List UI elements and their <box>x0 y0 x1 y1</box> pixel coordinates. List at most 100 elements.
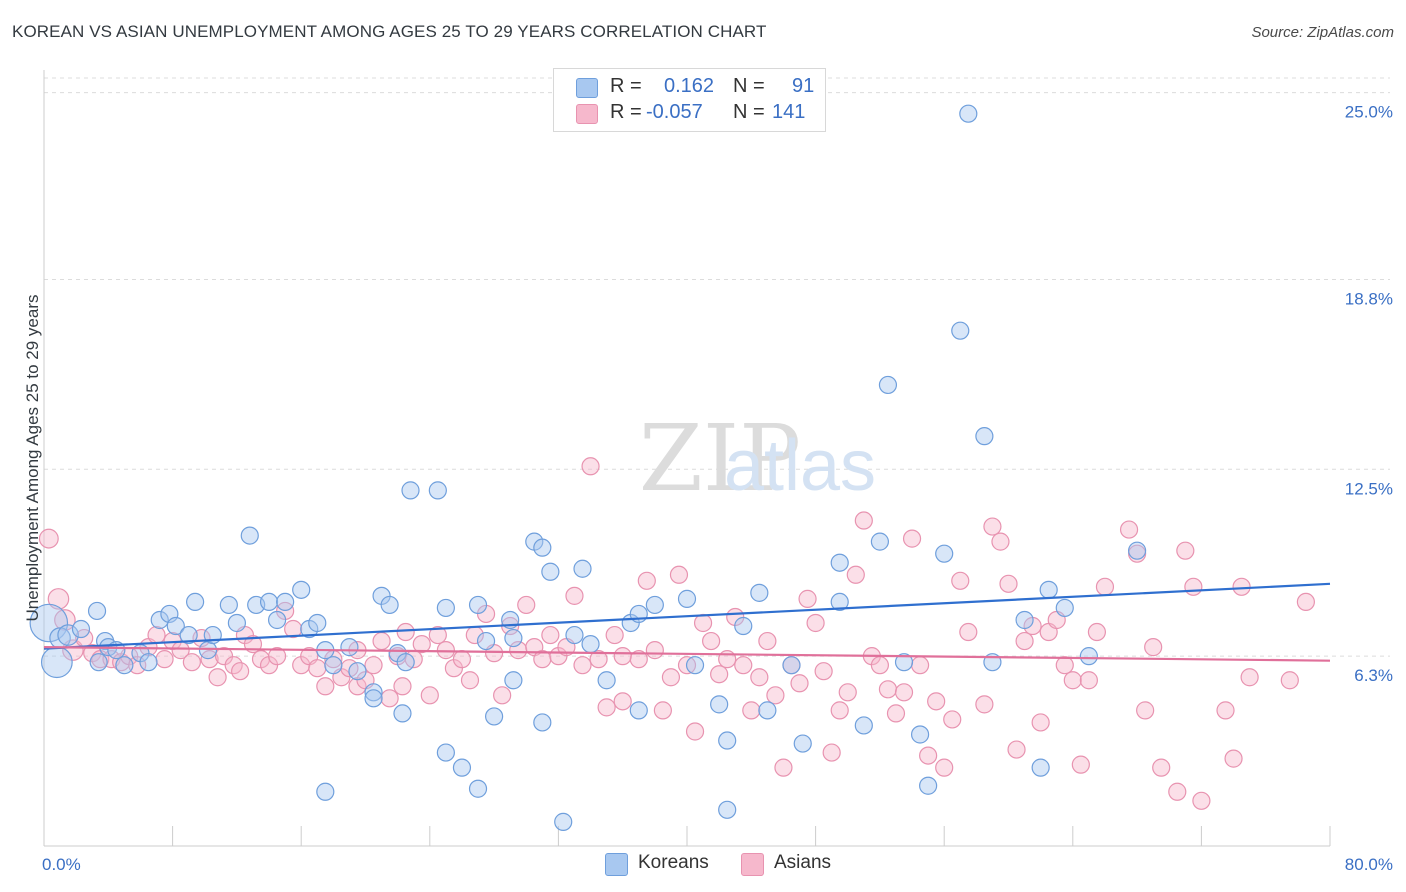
asian-point <box>919 746 938 765</box>
korean-point <box>782 656 801 675</box>
asian-point <box>1119 520 1139 539</box>
korean-point <box>227 613 246 633</box>
asian-point <box>364 656 383 675</box>
asian-point <box>412 634 431 654</box>
series-legend: Koreans Asians <box>0 852 1406 878</box>
asian-point <box>316 677 335 696</box>
asian-point <box>1168 782 1187 801</box>
korean-point <box>793 734 812 753</box>
y-tick-label: 6.3% <box>1354 666 1393 685</box>
asian-point <box>460 671 480 690</box>
legend-n-label: N = <box>733 75 765 97</box>
asian-point <box>1007 740 1026 759</box>
korean-point <box>267 610 287 630</box>
asian-point <box>393 677 412 696</box>
korean-point <box>910 725 930 744</box>
korean-point <box>935 544 954 563</box>
asian-point <box>927 692 946 711</box>
korean-point <box>1055 598 1074 618</box>
asian-point <box>685 722 705 741</box>
korean-point <box>316 782 335 801</box>
asian-point <box>894 683 914 702</box>
korean-point <box>468 779 488 798</box>
asian-point <box>308 659 327 678</box>
korean-point <box>393 704 412 723</box>
asian-point <box>661 668 681 687</box>
korean-point <box>198 641 218 660</box>
korean-point <box>533 713 552 732</box>
gridlines <box>44 77 1390 657</box>
korean-point <box>468 595 488 615</box>
asian-point <box>943 710 962 729</box>
korean-point <box>292 580 311 599</box>
asian-point <box>983 517 1002 536</box>
chart-title: KOREAN VS ASIAN UNEMPLOYMENT AMONG AGES … <box>12 22 767 41</box>
asian-point <box>155 650 174 669</box>
asian-point <box>1144 638 1163 657</box>
korean-point <box>259 592 279 611</box>
asian-point <box>766 686 785 705</box>
y-tick-label: 25.0% <box>1345 103 1393 122</box>
asian-point <box>959 622 978 642</box>
asian-point <box>231 662 250 681</box>
korean-point <box>89 653 108 672</box>
korean-points <box>29 104 1147 831</box>
korean-point <box>401 481 420 500</box>
asian-point <box>428 625 447 645</box>
legend-swatch-asians <box>576 104 598 124</box>
korean-point <box>710 695 729 714</box>
korean-point <box>436 598 455 618</box>
korean-point <box>573 559 592 578</box>
asian-point <box>589 650 608 669</box>
asian-point <box>710 665 729 684</box>
korean-point <box>364 689 383 708</box>
legend-swatch-koreans <box>605 853 628 876</box>
legend-r-label: R = <box>610 75 642 97</box>
asian-point <box>669 565 689 584</box>
korean-point <box>476 631 496 651</box>
korean-point <box>750 583 769 602</box>
asian-point <box>436 641 455 660</box>
asian-point <box>814 662 833 681</box>
asian-point <box>1192 791 1211 810</box>
asian-point <box>1184 577 1203 596</box>
korean-point <box>975 427 994 446</box>
asian-point <box>798 589 817 608</box>
asian-trend-line <box>43 646 1331 662</box>
korean-point <box>219 595 238 615</box>
asian-point <box>1087 622 1107 642</box>
korean-point <box>150 610 169 630</box>
asian-point <box>935 758 954 777</box>
korean-point <box>1039 580 1058 599</box>
korean-point <box>830 553 849 572</box>
korean-point <box>645 595 664 615</box>
korean-point <box>597 671 616 690</box>
asian-point <box>493 686 512 705</box>
asian-point <box>645 641 664 660</box>
asian-point <box>774 758 793 777</box>
legend-n-label: N = <box>733 101 765 123</box>
korean-point <box>276 592 295 611</box>
korean-point <box>919 776 938 795</box>
asian-point <box>999 574 1018 593</box>
asian-point <box>597 698 616 717</box>
legend-swatch-koreans <box>576 78 598 98</box>
asian-point <box>1152 758 1171 777</box>
asian-point <box>693 613 713 633</box>
korean-point <box>87 601 107 621</box>
korean-point <box>870 532 890 551</box>
x-tick-label: 0.0% <box>42 855 81 874</box>
asian-point <box>790 674 809 693</box>
korean-point <box>436 743 455 762</box>
korean-point <box>677 589 697 608</box>
asian-point <box>1296 592 1315 611</box>
asian-points <box>38 457 1315 810</box>
korean-point <box>364 683 383 702</box>
korean-point <box>581 634 600 654</box>
asian-point <box>702 631 721 651</box>
korean-point <box>1127 541 1147 560</box>
legend-r-value: 0.162 <box>664 75 715 97</box>
asian-point <box>565 586 584 605</box>
asian-point <box>420 686 439 705</box>
